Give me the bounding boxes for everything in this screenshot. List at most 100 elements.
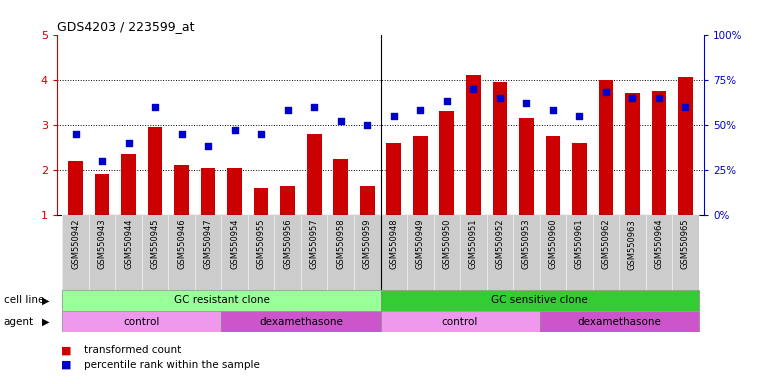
Point (414, 107, 426, 113)
Point (387, 113, 400, 119)
Bar (486, 215, 513, 290)
Bar (148, 127, 162, 215)
Bar (651, 91, 666, 215)
Bar (68, 161, 83, 215)
Bar (360, 186, 374, 215)
Bar (89, 215, 116, 290)
Bar (95, 174, 110, 215)
Bar (380, 290, 699, 311)
Text: ■: ■ (61, 345, 72, 355)
Bar (62, 290, 380, 311)
Point (202, 143, 215, 149)
Bar (301, 215, 327, 290)
Point (680, 104, 692, 110)
Text: agent: agent (4, 316, 34, 327)
Bar (142, 215, 168, 290)
Text: GSM550955: GSM550955 (256, 219, 266, 269)
Text: GSM550947: GSM550947 (204, 219, 212, 270)
Point (282, 107, 294, 113)
Text: control: control (124, 316, 160, 327)
Text: GSM550948: GSM550948 (390, 219, 398, 270)
Text: GSM550961: GSM550961 (575, 219, 584, 270)
Bar (228, 168, 242, 215)
Point (546, 107, 559, 113)
Bar (307, 134, 321, 215)
Point (335, 118, 347, 124)
Bar (513, 215, 540, 290)
Point (361, 122, 374, 128)
Text: GSM550944: GSM550944 (124, 219, 133, 269)
Bar (413, 136, 428, 215)
Text: GSM550952: GSM550952 (495, 219, 505, 269)
Point (228, 127, 240, 133)
Text: ▶: ▶ (42, 316, 49, 327)
Bar (387, 143, 401, 215)
Text: GSM550959: GSM550959 (363, 219, 371, 269)
Text: GC sensitive clone: GC sensitive clone (491, 295, 588, 306)
Text: GSM550965: GSM550965 (681, 219, 690, 270)
Point (653, 95, 665, 101)
Bar (540, 311, 699, 332)
Point (96, 158, 108, 164)
Point (626, 95, 638, 101)
Bar (593, 215, 619, 290)
Bar (546, 136, 560, 215)
Bar (221, 311, 380, 332)
Bar (248, 215, 275, 290)
Bar (62, 215, 89, 290)
Text: GSM550958: GSM550958 (336, 219, 345, 270)
Text: GSM550953: GSM550953 (522, 219, 531, 270)
Text: GSM550949: GSM550949 (416, 219, 425, 269)
Bar (121, 154, 136, 215)
Bar (572, 143, 587, 215)
Point (573, 113, 585, 119)
Bar (540, 215, 566, 290)
Text: GSM550964: GSM550964 (654, 219, 664, 270)
Point (123, 140, 135, 146)
Bar (174, 166, 189, 215)
Bar (407, 215, 434, 290)
Bar (519, 118, 533, 215)
Text: dexamethasone: dexamethasone (577, 316, 661, 327)
Text: transformed count: transformed count (84, 345, 181, 355)
Bar (460, 215, 486, 290)
Point (521, 100, 533, 106)
Point (69, 131, 81, 137)
Point (149, 104, 161, 110)
Bar (566, 215, 593, 290)
Text: control: control (442, 316, 478, 327)
Bar (327, 215, 354, 290)
Bar (492, 82, 507, 215)
Bar (672, 215, 699, 290)
Bar (678, 78, 693, 215)
Text: GC resistant clone: GC resistant clone (174, 295, 269, 306)
Bar (354, 215, 380, 290)
Bar (254, 188, 269, 215)
Text: GSM550954: GSM550954 (230, 219, 239, 269)
Bar (434, 215, 460, 290)
Bar (440, 111, 454, 215)
Point (441, 98, 453, 104)
Text: GSM550956: GSM550956 (283, 219, 292, 270)
Bar (380, 215, 407, 290)
Bar (466, 75, 481, 215)
Text: GSM550960: GSM550960 (549, 219, 557, 270)
Text: GSM550951: GSM550951 (469, 219, 478, 269)
Point (600, 89, 612, 95)
Text: percentile rank within the sample: percentile rank within the sample (84, 360, 260, 370)
Point (176, 131, 188, 137)
Bar (221, 215, 248, 290)
Text: GSM550942: GSM550942 (71, 219, 80, 269)
Text: GSM550945: GSM550945 (151, 219, 160, 269)
Bar (201, 168, 215, 215)
Point (308, 104, 320, 110)
Text: GSM550943: GSM550943 (97, 219, 107, 270)
Point (255, 131, 267, 137)
Text: GSM550957: GSM550957 (310, 219, 319, 270)
Bar (599, 80, 613, 215)
Text: ■: ■ (61, 360, 72, 370)
Text: GSM550963: GSM550963 (628, 219, 637, 270)
Bar (195, 215, 221, 290)
Bar (619, 215, 645, 290)
Bar (168, 215, 195, 290)
